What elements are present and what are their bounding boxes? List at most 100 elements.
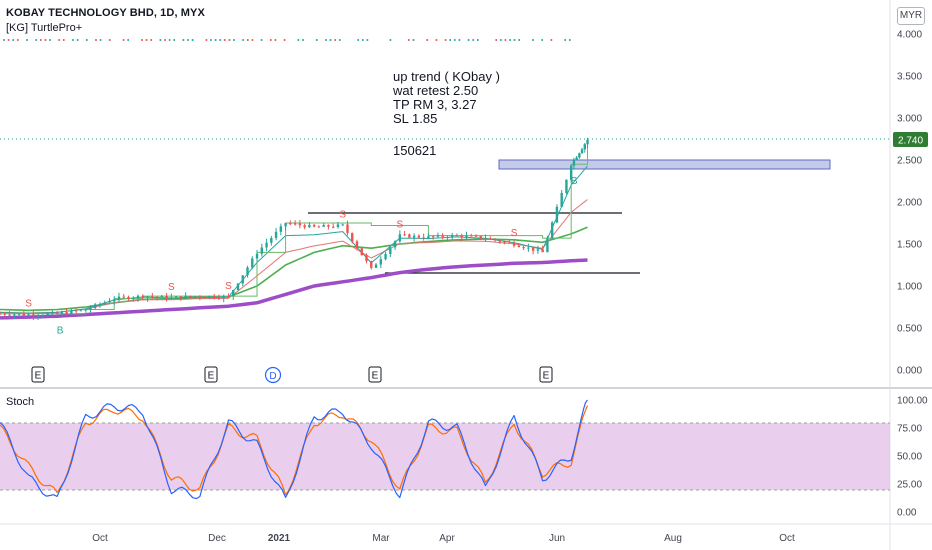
- signal-labels: S S S S S S B B: [25, 176, 578, 337]
- candle-body: [370, 261, 373, 268]
- candle-body: [222, 295, 225, 299]
- signal-dot: [76, 39, 79, 41]
- time-tick-label: Dec: [208, 533, 226, 544]
- candle-body: [79, 309, 83, 311]
- candle-body: [193, 296, 197, 298]
- earnings-marker-box: [539, 366, 553, 383]
- candle-body: [398, 234, 402, 242]
- signal-dot: [444, 39, 447, 41]
- candle-body: [279, 226, 283, 232]
- signal-dot: [210, 39, 212, 41]
- candlestick-series: [0, 137, 589, 321]
- signal-dot: [159, 39, 162, 41]
- candle-body: [572, 160, 576, 166]
- stoch-tick-label: 25.00: [897, 480, 922, 491]
- signal-dot: [182, 39, 185, 41]
- stoch-axis-ticks: 100.00 75.00 50.00 25.00 0.00: [897, 396, 928, 519]
- candle-body: [22, 313, 25, 316]
- note-line-2: wat retest 2.50: [393, 83, 479, 98]
- currency-badge[interactable]: MYR: [897, 7, 925, 25]
- candle-body: [236, 283, 240, 290]
- signal-dot: [407, 39, 410, 41]
- buy-signal-label: B: [571, 176, 578, 187]
- candle-body: [232, 289, 235, 297]
- indicator-name[interactable]: [KG] TurtlePro+: [6, 22, 83, 34]
- candle-body: [293, 223, 297, 225]
- candle-body: [303, 225, 306, 228]
- candle-body: [198, 296, 202, 298]
- signal-dot: [297, 39, 300, 41]
- retest-zone[interactable]: [498, 159, 831, 170]
- candle-body: [122, 296, 125, 298]
- price-tick-label: 3.500: [897, 72, 922, 83]
- price-tick-label: 1.000: [897, 282, 922, 293]
- candle-body: [60, 312, 64, 314]
- signal-dot: [509, 39, 511, 41]
- sell-signal-label: S: [168, 282, 175, 293]
- candle-body: [184, 295, 187, 299]
- candle-body: [341, 224, 344, 226]
- signal-dot: [426, 39, 429, 41]
- stoch-k-line: [0, 399, 588, 500]
- candle-body: [274, 231, 278, 238]
- signal-dot: [435, 39, 438, 41]
- candle-body: [470, 235, 473, 237]
- signal-dot: [518, 39, 521, 41]
- candle-body: [578, 153, 581, 158]
- time-tick-label: Oct: [92, 533, 108, 544]
- candle-body: [208, 295, 211, 298]
- signal-dot: [58, 39, 61, 41]
- signal-dot: [499, 39, 502, 41]
- signal-dot: [361, 39, 364, 41]
- signal-dot: [191, 39, 194, 41]
- time-tick-label: Apr: [439, 533, 455, 544]
- price-axis-ticks: 4.000 3.500 3.000 2.500 2.000 1.500 1.000 0.500…: [897, 30, 922, 377]
- candle-body: [174, 296, 178, 298]
- candle-body: [312, 224, 316, 227]
- candle-body: [565, 179, 568, 193]
- candle-body: [117, 296, 121, 300]
- earnings-marker-box: [368, 366, 382, 383]
- candle-body: [0, 313, 2, 315]
- candle-body: [98, 304, 102, 306]
- candle-body: [298, 223, 302, 226]
- candle-body: [346, 224, 349, 234]
- signal-dot: [260, 39, 263, 41]
- signal-dot: [141, 39, 143, 41]
- candle-body: [393, 241, 397, 248]
- signal-dot: [145, 39, 148, 41]
- signal-dot: [389, 39, 392, 41]
- candle-body: [227, 295, 230, 297]
- candle-body: [355, 241, 359, 249]
- signal-dot: [458, 39, 461, 41]
- signal-dot: [366, 39, 369, 41]
- sell-signal-label: S: [225, 281, 232, 292]
- signal-dot: [214, 39, 217, 41]
- candle-body: [265, 242, 268, 248]
- note-line-4: SL 1.85: [393, 111, 438, 126]
- candle-body: [213, 295, 216, 298]
- candle-body: [289, 223, 292, 225]
- stoch-d-line: [0, 405, 589, 496]
- candle-body: [498, 240, 501, 242]
- price-tick-label: 3.000: [897, 114, 922, 125]
- signal-dot: [3, 39, 5, 41]
- price-tick-label: 0.000: [897, 366, 922, 377]
- candle-body: [332, 226, 335, 228]
- price-tick-label: 0.500: [897, 324, 922, 335]
- earnings-marker-box: [204, 366, 218, 383]
- ma-long-line: [0, 258, 588, 320]
- candle-body: [550, 222, 554, 239]
- signal-dot: [39, 39, 42, 41]
- signal-dot: [187, 39, 189, 41]
- candle-body: [84, 309, 87, 311]
- signal-dot: [127, 39, 130, 41]
- candle-body: [179, 296, 183, 299]
- stoch-title: Stoch: [6, 396, 35, 408]
- candle-body: [151, 296, 154, 298]
- signal-dot: [205, 39, 208, 41]
- candle-body: [260, 247, 263, 254]
- candle-body: [546, 238, 549, 253]
